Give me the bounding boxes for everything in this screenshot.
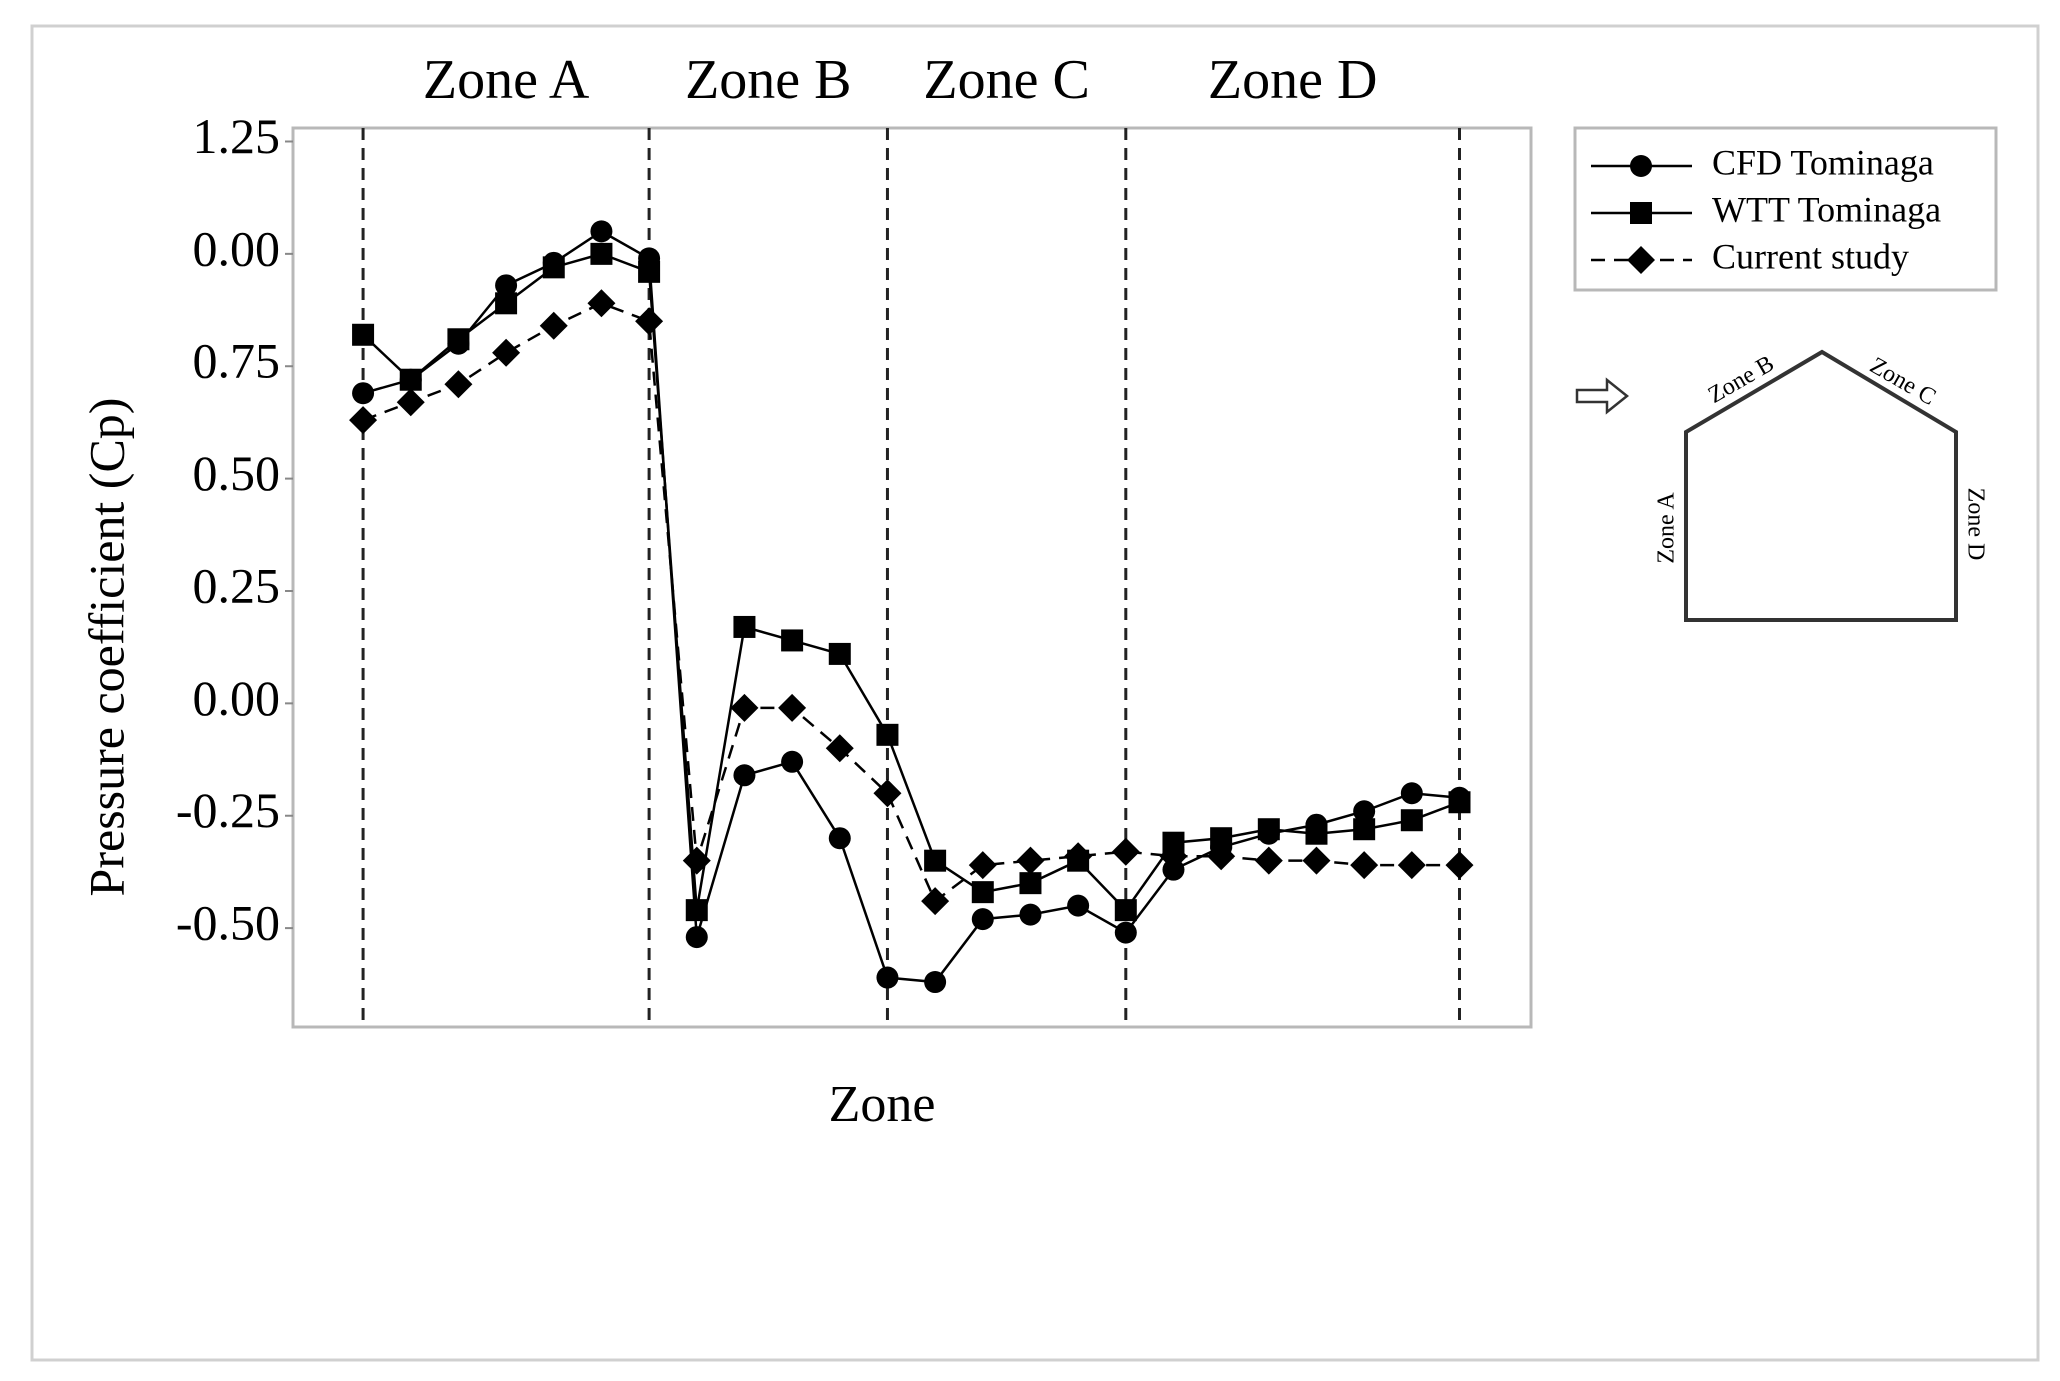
marker	[733, 764, 756, 787]
marker	[971, 881, 994, 904]
marker	[781, 629, 804, 652]
marker	[873, 779, 902, 808]
y-tick-label: -0.25	[176, 782, 280, 838]
marker	[1353, 800, 1376, 823]
marker	[1254, 846, 1283, 875]
y-tick-label: 0.75	[193, 333, 281, 389]
diagram-label: Zone A	[1654, 492, 1680, 564]
marker	[352, 323, 375, 346]
marker	[1257, 818, 1280, 841]
marker	[1400, 809, 1423, 832]
series-line	[362, 229, 1460, 984]
zone-label: Zone A	[423, 49, 590, 111]
marker	[971, 908, 994, 931]
marker	[968, 851, 997, 880]
marker	[590, 220, 613, 243]
house-outline	[1684, 349, 1958, 622]
y-axis-label: Pressure coefficient (Cp)	[78, 398, 134, 897]
marker	[1159, 842, 1188, 871]
marker	[685, 899, 708, 922]
marker	[1448, 791, 1471, 814]
series-line	[362, 252, 1460, 913]
marker	[495, 274, 518, 297]
marker	[682, 846, 711, 875]
legend-marker	[1630, 155, 1652, 177]
marker	[587, 289, 616, 318]
marker	[1353, 818, 1376, 841]
marker	[876, 966, 899, 989]
y-tick-label: 1.25	[193, 108, 281, 164]
marker	[1210, 827, 1233, 850]
marker	[396, 388, 425, 417]
zone-label: Zone C	[923, 49, 1089, 111]
marker	[635, 307, 664, 336]
marker	[1016, 846, 1045, 875]
marker	[1019, 903, 1042, 926]
marker	[828, 827, 851, 850]
legend-label: Current study	[1712, 236, 1909, 276]
marker	[1350, 851, 1379, 880]
marker	[447, 328, 470, 351]
legend-label: WTT Tominaga	[1712, 189, 1941, 229]
legend-marker	[1627, 246, 1655, 274]
marker	[638, 260, 661, 283]
marker	[1114, 899, 1137, 922]
marker	[1064, 842, 1093, 871]
outer-frame	[30, 24, 2040, 1362]
marker	[685, 926, 708, 949]
marker	[1397, 851, 1426, 880]
legend-marker	[1630, 202, 1652, 224]
marker	[1207, 842, 1236, 871]
marker	[924, 971, 947, 994]
wind-arrow	[1575, 377, 1630, 415]
marker	[1067, 894, 1090, 917]
x-axis-label: Zone	[829, 1076, 936, 1133]
marker	[542, 256, 565, 279]
marker	[924, 849, 947, 872]
marker	[1400, 782, 1423, 805]
y-tick-label: 0.00	[193, 670, 281, 726]
marker	[352, 382, 375, 405]
marker	[825, 734, 854, 763]
y-tick-label: 0.50	[193, 445, 281, 501]
marker	[1305, 822, 1328, 845]
series-line	[362, 301, 1460, 904]
marker	[781, 750, 804, 773]
marker	[730, 693, 759, 722]
legend-label: CFD Tominaga	[1712, 142, 1934, 182]
marker	[778, 693, 807, 722]
plot-frame	[291, 126, 1533, 1029]
marker	[492, 338, 521, 367]
diagram-label: Zone D	[1962, 488, 1988, 561]
marker	[1302, 846, 1331, 875]
y-tick-label: 0.25	[193, 557, 281, 613]
zone-label: Zone B	[685, 49, 851, 111]
y-tick-label: 0.00	[193, 220, 281, 276]
marker	[1445, 851, 1474, 880]
marker	[1114, 921, 1137, 944]
marker	[349, 406, 378, 435]
y-tick-label: -0.50	[176, 895, 280, 951]
marker	[495, 292, 518, 315]
marker	[921, 887, 950, 916]
marker	[399, 368, 422, 391]
marker	[1019, 872, 1042, 895]
marker	[590, 242, 613, 265]
marker	[876, 723, 899, 746]
zone-label: Zone D	[1208, 49, 1378, 111]
marker	[1111, 837, 1140, 866]
marker	[444, 370, 473, 399]
marker	[828, 642, 851, 665]
marker	[733, 615, 756, 638]
marker	[539, 311, 568, 340]
